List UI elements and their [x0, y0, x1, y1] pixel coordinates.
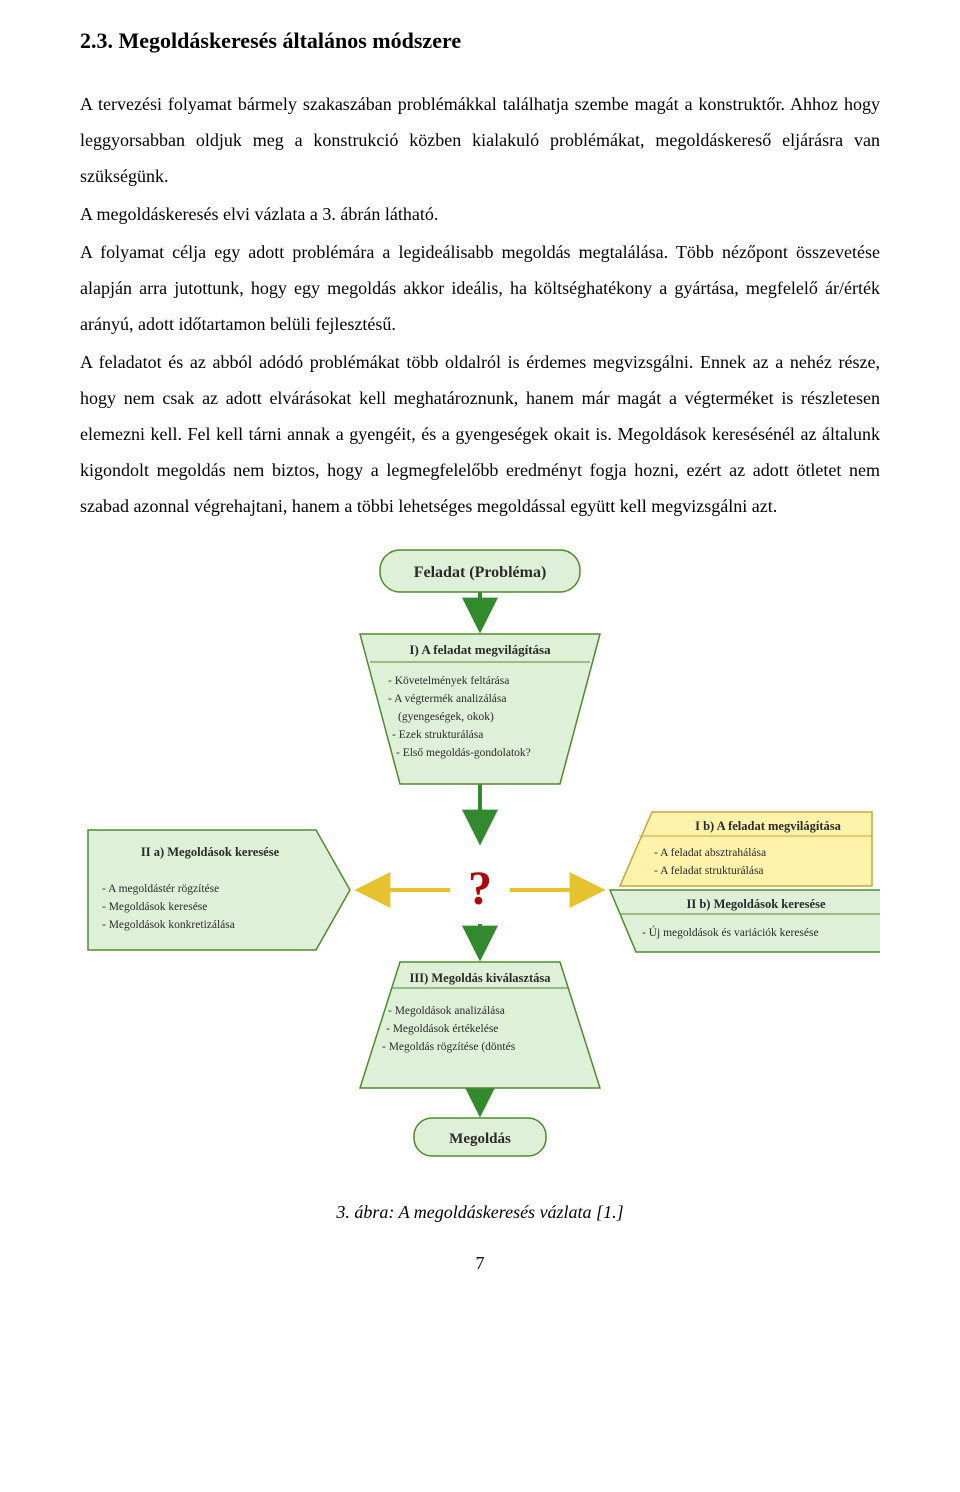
node-step3-line2: - Megoldás rögzítése (döntés	[382, 1041, 516, 1053]
section-heading: 2.3. Megoldáskeresés általános módszere	[80, 28, 880, 54]
node-left-line0: - A megoldástér rögzítése	[102, 883, 219, 895]
node-end: Megoldás	[414, 1118, 546, 1156]
node-right-top-line0: - A feladat absztrahálása	[654, 847, 766, 859]
node-right-top: I b) A feladat megvilágítása - A feladat…	[620, 812, 872, 886]
section-number: 2.3.	[80, 28, 113, 53]
node-step3-line0: - Megoldások analizálása	[388, 1005, 505, 1017]
node-step1-line3: - Ezek strukturálása	[392, 729, 483, 741]
paragraph-1: A tervezési folyamat bármely szakaszában…	[80, 86, 880, 194]
figure-container: Feladat (Probléma) I) A feladat megvilág…	[80, 542, 880, 1223]
node-step1-line4: - Első megoldás-gondolatok?	[396, 747, 531, 759]
paragraph-4: A feladatot és az abból adódó problémáka…	[80, 344, 880, 524]
node-right-top-line1: - A feladat strukturálása	[654, 865, 764, 877]
node-right-bot-title: II b) Megoldások keresése	[686, 897, 825, 911]
paragraph-2: A megoldáskeresés elvi vázlata a 3. ábrá…	[80, 196, 880, 232]
node-start-label: Feladat (Probléma)	[414, 564, 547, 581]
node-step3: III) Megoldás kiválasztása - Megoldások …	[360, 962, 600, 1088]
node-end-label: Megoldás	[449, 1131, 511, 1147]
node-step3-title: III) Megoldás kiválasztása	[410, 971, 552, 985]
node-step1-line0: - Követelmények feltárása	[388, 675, 509, 687]
node-right-top-title: I b) A feladat megvilágítása	[695, 819, 842, 833]
node-step1-title: I) A feladat megvilágítása	[409, 642, 551, 657]
question-mark: ?	[468, 862, 492, 915]
node-step1-line2: (gyengeségek, okok)	[398, 711, 494, 723]
node-right-bot-line0: - Új megoldások és variációk keresése	[642, 925, 819, 939]
node-start: Feladat (Probléma)	[380, 550, 580, 592]
node-left-line2: - Megoldások konkretizálása	[102, 919, 235, 931]
node-right-bot: II b) Megoldások keresése - Új megoldáso…	[610, 890, 880, 952]
node-step3-line1: - Megoldások értékelése	[386, 1023, 498, 1035]
section-title-text: Megoldáskeresés általános módszere	[119, 28, 462, 53]
flowchart-svg: Feladat (Probléma) I) A feladat megvilág…	[80, 542, 880, 1162]
figure-caption: 3. ábra: A megoldáskeresés vázlata [1.]	[336, 1202, 623, 1223]
paragraph-3: A folyamat célja egy adott problémára a …	[80, 234, 880, 342]
node-step1-line1: - A végtermék analizálása	[388, 693, 506, 705]
node-left: II a) Megoldások keresése - A megoldásté…	[88, 830, 350, 950]
node-step1: I) A feladat megvilágítása - Követelmény…	[360, 634, 600, 784]
page-number: 7	[80, 1253, 880, 1274]
node-left-title: II a) Megoldások keresése	[141, 845, 280, 859]
node-left-line1: - Megoldások keresése	[102, 901, 207, 913]
